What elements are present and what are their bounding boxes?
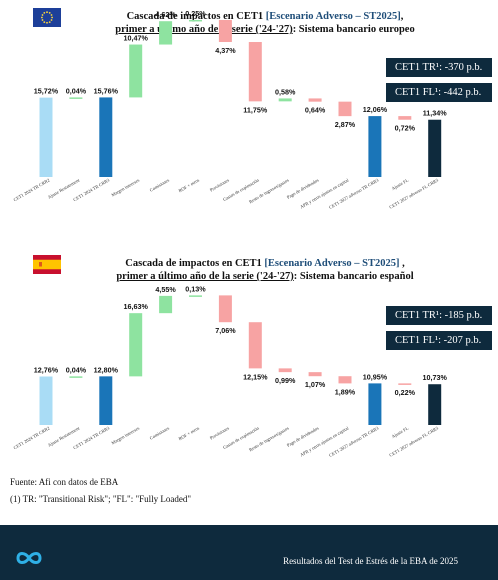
category-tick-label: CET1 2027 adverso FL CRR3 [388, 177, 439, 210]
bar-value-label: 15,76% [94, 86, 119, 95]
category-tick-label: Comisiones [149, 425, 170, 440]
waterfall-bar [39, 376, 53, 425]
waterfall-bar [129, 313, 143, 377]
category-tick-label: Provisiones [209, 425, 230, 440]
category-tick-label: APR y otros ajustes en capital [299, 177, 350, 209]
bar-value-label: 15,72% [34, 87, 59, 96]
bar-value-label: 0,72% [395, 124, 416, 133]
bar-value-label: 0,04% [66, 365, 87, 374]
bar-value-label: 2,87% [335, 120, 356, 129]
bar-value-label: 0,22% [395, 388, 416, 397]
bar-value-label: 7,06% [215, 326, 236, 335]
category-tick-label: Margen intereses [110, 425, 140, 445]
waterfall-bar [39, 97, 53, 177]
waterfall-bar [278, 98, 292, 102]
bar-value-label: 0,99% [275, 376, 296, 385]
waterfall-bar [338, 101, 352, 117]
bar-value-label: 10,95% [363, 372, 388, 381]
bar-value-label: 16,63% [124, 302, 149, 311]
waterfall-bar [99, 376, 113, 425]
eu-flag-icon [33, 8, 61, 27]
waterfall-bar [308, 98, 322, 102]
waterfall-bar [99, 97, 113, 177]
kpi-cet1-tr: CET1 TR¹: -185 p.b. [386, 306, 492, 325]
waterfall-bar [398, 383, 412, 385]
waterfall-bar [338, 376, 352, 384]
waterfall-bar [248, 42, 262, 102]
waterfall-bar [159, 295, 173, 314]
category-tick-label: Comisiones [149, 177, 170, 192]
waterfall-bar [308, 372, 322, 377]
bar-value-label: 0,04% [66, 86, 87, 95]
bar-value-label: 10,73% [423, 373, 448, 382]
bar-value-label: 0,58% [275, 87, 296, 96]
waterfall-bar [218, 295, 232, 323]
spain-flag-icon [33, 255, 61, 274]
category-tick-label: Ajuste FL [391, 425, 410, 439]
footer-text: Resultados del Test de Estrés de la EBA … [283, 556, 458, 566]
bar-value-label: 11,75% [243, 105, 268, 114]
waterfall-bar [189, 19, 202, 22]
bar-value-label: 11,34% [423, 109, 448, 118]
chart-title: Cascada de impactos en CET1 [Escenario A… [116, 258, 414, 282]
afi-logo-icon [16, 552, 42, 564]
waterfall-bar [218, 19, 232, 43]
chart-panel-spain: Cascada de impactos en CET1 [Escenario A… [0, 245, 498, 465]
category-tick-label: CET1 2024 TR CRR2 [13, 177, 52, 202]
category-tick-label: Provisiones [209, 177, 230, 192]
waterfall-bar [248, 322, 262, 369]
bar-value-label: 12,15% [243, 372, 268, 381]
chart-panel-europe: Cascada de impactos en CET1 [Escenario A… [0, 0, 498, 245]
waterfall-bar [428, 119, 442, 177]
definition-note: (1) TR: "Transitional Risk"; "FL": "Full… [10, 494, 192, 504]
bar-value-label: 0,13% [185, 284, 206, 293]
kpi-cet1-fl: CET1 FL¹: -207 p.b. [386, 331, 492, 350]
waterfall-bar [278, 368, 292, 373]
waterfall-bar [189, 295, 202, 297]
waterfall-bar [159, 21, 173, 45]
bar-value-label: 0,64% [305, 106, 326, 115]
category-tick-label: CET1 2027 adverso TR CRR3 [328, 425, 380, 458]
waterfall-bar [69, 97, 83, 99]
bar-value-label: 4,55% [155, 285, 176, 294]
source-note: Fuente: Afi con datos de EBA [10, 477, 119, 487]
waterfall-bar [368, 116, 382, 177]
kpi-cet1-fl: CET1 FL¹: -442 p.b. [386, 83, 492, 102]
bar-value-label: 0,25% [185, 9, 206, 18]
bar-value-label: 1,07% [305, 380, 326, 389]
category-tick-label: CET1 2024 TR CRR2 [13, 425, 52, 450]
bar-value-label: 4,37% [215, 46, 236, 55]
waterfall-bar [129, 44, 143, 98]
waterfall-bar [398, 116, 412, 120]
waterfall-bar [69, 376, 83, 378]
category-tick-label: Margen intereses [110, 177, 140, 197]
bar-value-label: 4,62% [155, 10, 176, 19]
kpi-cet1-tr: CET1 TR¹: -370 p.b. [386, 58, 492, 77]
chart-title: Cascada de impactos en CET1 [Escenario A… [115, 11, 415, 35]
category-tick-label: CET1 2027 adverso TR CRR3 [328, 177, 380, 210]
category-tick-label: ROF + otros [178, 177, 201, 193]
footer-bar: Resultados del Test de Estrés de la EBA … [0, 525, 498, 580]
category-tick-label: Ajuste FL [391, 177, 410, 191]
bar-value-label: 10,47% [124, 34, 149, 43]
waterfall-bar [368, 383, 382, 425]
bar-value-label: 12,80% [94, 365, 119, 374]
footnotes: Fuente: Afi con datos de EBA (1) TR: "Tr… [10, 474, 191, 508]
waterfall-bar [428, 384, 442, 425]
bar-value-label: 1,89% [335, 387, 356, 396]
bar-value-label: 12,06% [363, 105, 388, 114]
bar-value-label: 12,76% [34, 366, 59, 375]
category-tick-label: CET1 2027 adverso FL CRR3 [388, 425, 439, 458]
category-tick-label: APR y otros ajustes en capital [299, 425, 350, 457]
category-tick-label: ROF + otros [178, 425, 201, 441]
